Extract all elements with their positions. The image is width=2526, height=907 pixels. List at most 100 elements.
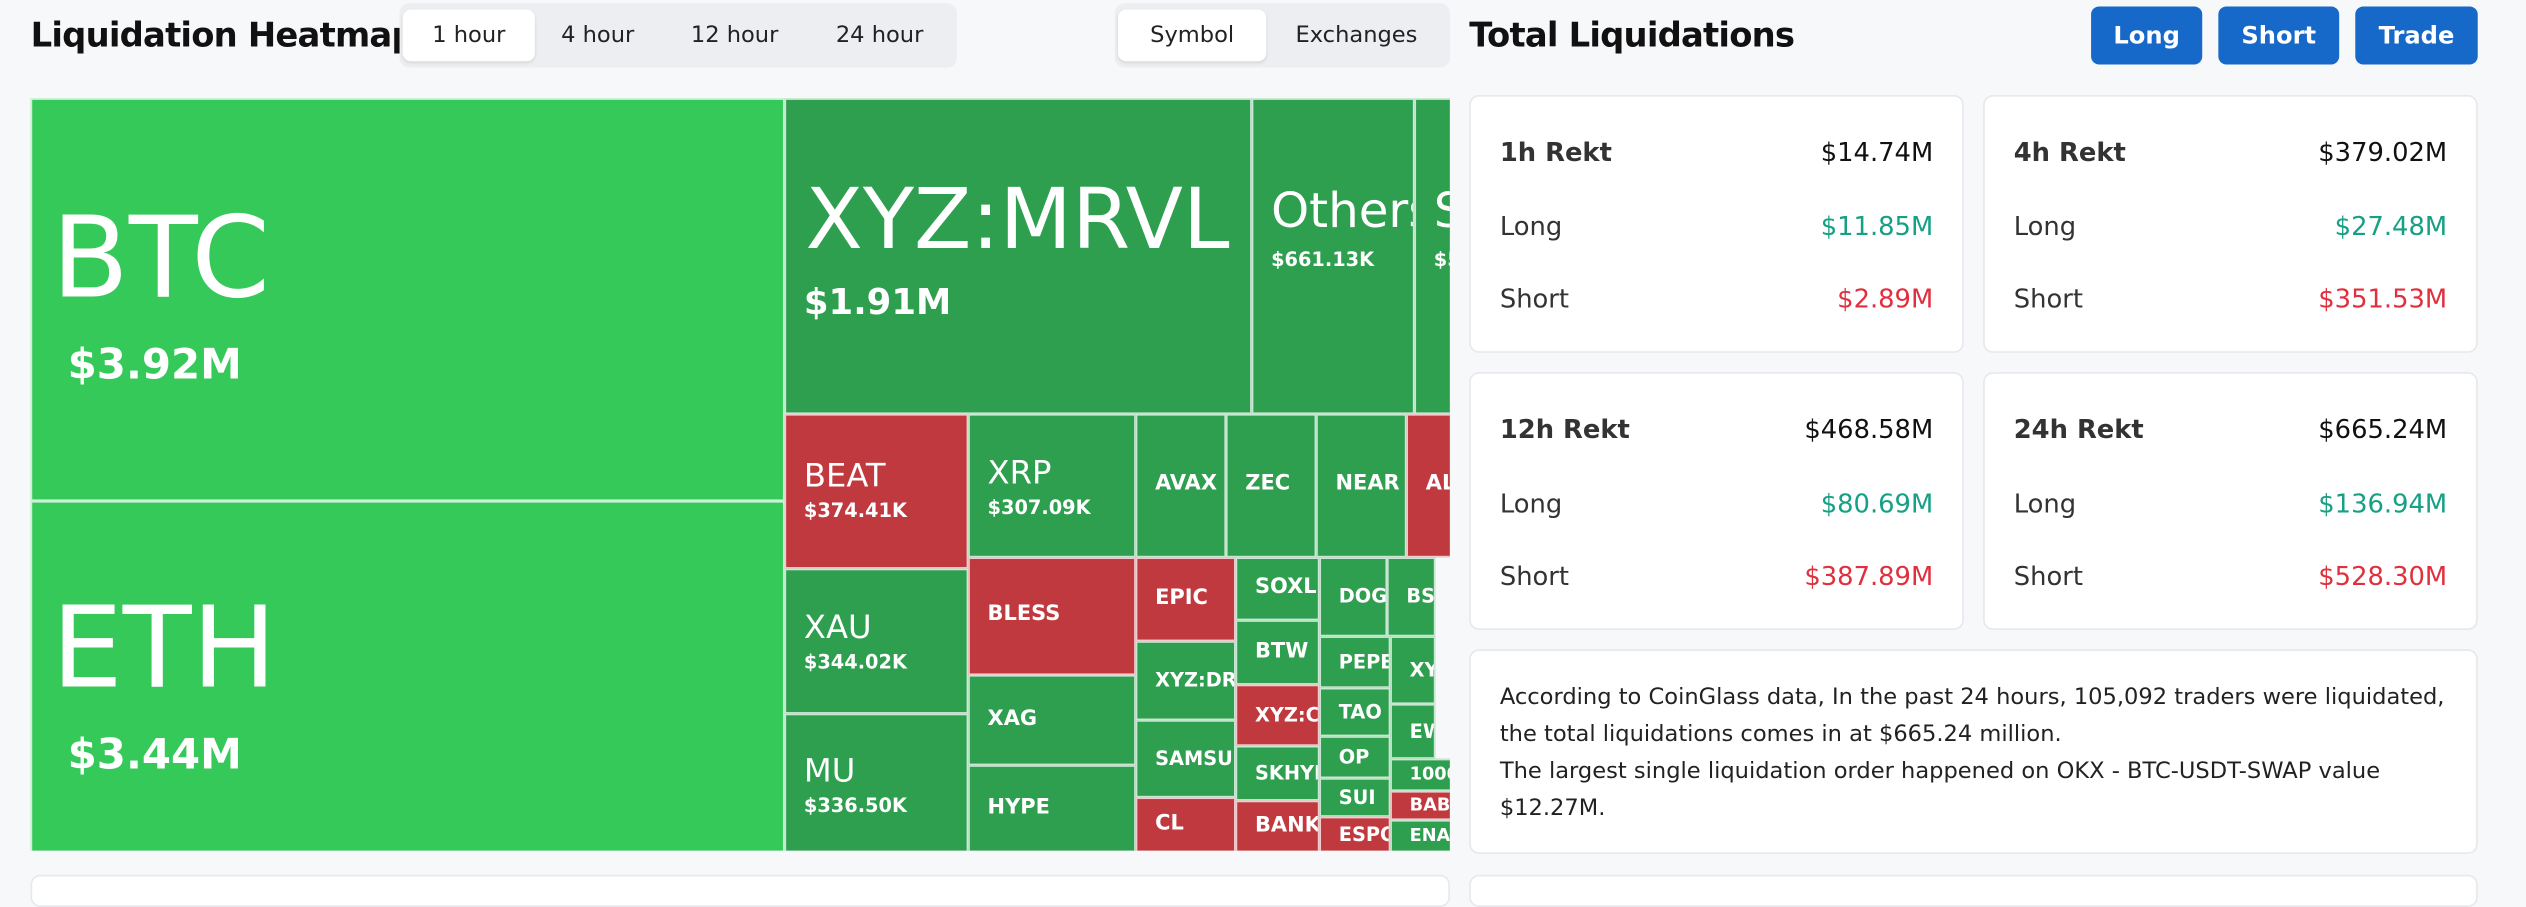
rekt-value: $387.89M bbox=[1804, 560, 1934, 592]
heatmap-tile[interactable]: BLESS bbox=[968, 557, 1136, 676]
heatmap-tile[interactable]: XAU $344.02K bbox=[784, 568, 969, 714]
heatmap-tile[interactable]: BANK bbox=[1235, 800, 1320, 851]
tile-value: $336.50K bbox=[803, 794, 907, 817]
tile-symbol: DOG bbox=[1338, 584, 1388, 608]
heatmap-tile[interactable]: S $5 bbox=[1414, 98, 1450, 415]
heatmap-tile[interactable]: Others $661.13K bbox=[1251, 98, 1415, 415]
tile-symbol: 1000 bbox=[1409, 764, 1450, 786]
tile-symbol: PEPE bbox=[1338, 650, 1391, 673]
tile-symbol: XAU bbox=[803, 607, 872, 647]
tile-symbol: SKHYN bbox=[1254, 761, 1318, 784]
rekt-label: Short bbox=[2013, 283, 2083, 315]
rekt-label: Short bbox=[1499, 283, 1570, 315]
heatmap-tile[interactable]: ZEC bbox=[1225, 414, 1317, 558]
heatmap-tile[interactable]: BTC $3.92M bbox=[30, 98, 785, 502]
time-tab[interactable]: 1 hour bbox=[402, 9, 535, 62]
tile-symbol: AL bbox=[1425, 472, 1450, 497]
rekt-label: Short bbox=[1499, 560, 1570, 592]
heatmap-tile[interactable]: XAG bbox=[968, 675, 1136, 766]
tile-symbol: OP bbox=[1338, 745, 1370, 768]
heatmap-tile[interactable]: XYZ:CL bbox=[1235, 684, 1320, 746]
rekt-total: $665.24M bbox=[2318, 414, 2448, 445]
heatmap-tile[interactable]: XYZ:DRA bbox=[1135, 641, 1236, 721]
heatmap-tile[interactable]: AL bbox=[1406, 414, 1450, 558]
rekt-card: 24h Rekt $665.24M Long $136.94M Short $528.30… bbox=[1983, 372, 2478, 630]
tile-symbol: CL bbox=[1155, 811, 1184, 836]
tile-symbol: ETH bbox=[51, 580, 277, 713]
tile-symbol: TAO bbox=[1338, 700, 1382, 723]
heatmap-tile[interactable]: EW bbox=[1390, 704, 1436, 759]
rekt-total: $14.74M bbox=[1820, 136, 1934, 168]
tile-symbol: SUI bbox=[1338, 785, 1376, 809]
tile-symbol: EPIC bbox=[1155, 586, 1208, 611]
heatmap-tile[interactable]: PEPE bbox=[1319, 636, 1391, 688]
tile-symbol: EW bbox=[1409, 719, 1434, 743]
view-tab[interactable]: Symbol bbox=[1118, 9, 1267, 62]
action-button[interactable]: Short bbox=[2218, 6, 2340, 65]
tile-symbol: XYZ:DRA bbox=[1155, 668, 1236, 692]
rekt-row: Short $387.89M bbox=[1500, 561, 1933, 600]
rekt-total-row: 4h Rekt $379.02M bbox=[2014, 137, 2447, 176]
rekt-row: Long $136.94M bbox=[2014, 488, 2447, 527]
heatmap-tile[interactable]: AVAX bbox=[1135, 414, 1226, 558]
heatmap-tile[interactable]: TAO bbox=[1319, 687, 1391, 737]
time-tab[interactable]: 12 hour bbox=[690, 22, 779, 49]
action-button[interactable]: Trade bbox=[2355, 6, 2478, 65]
tile-symbol: Others bbox=[1271, 183, 1413, 240]
lower-panel bbox=[30, 874, 1450, 907]
summary-card: According to CoinGlass data, In the past… bbox=[1469, 649, 2478, 854]
heatmap-tile[interactable]: SOXL bbox=[1235, 557, 1320, 621]
rekt-label: Long bbox=[1499, 488, 1563, 519]
heatmap-tile[interactable]: SAMSUN bbox=[1135, 720, 1236, 798]
rekt-value: $2.89M bbox=[1837, 283, 1934, 315]
tile-symbol: ENA bbox=[1409, 825, 1450, 847]
tile-value: $374.41K bbox=[803, 499, 907, 522]
heatmap-tile[interactable]: CL bbox=[1135, 797, 1236, 851]
rekt-value: $80.69M bbox=[1820, 488, 1934, 519]
rekt-value: $351.53M bbox=[2318, 283, 2448, 315]
heatmap-tile[interactable]: BSE bbox=[1387, 557, 1436, 637]
rekt-row: Long $27.48M bbox=[2014, 211, 2447, 250]
rekt-total: $468.58M bbox=[1804, 414, 1934, 445]
buttons: Long Short Trade bbox=[2078, 0, 2497, 71]
view-tab[interactable]: Exchanges bbox=[1295, 22, 1418, 49]
rekt-total-row: 1h Rekt $14.74M bbox=[1500, 137, 1933, 176]
rekt-period: 1h Rekt bbox=[1499, 136, 1612, 168]
rekt-value: $136.94M bbox=[2318, 488, 2448, 519]
rekt-label: Long bbox=[2013, 211, 2077, 242]
tile-value: $661.13K bbox=[1271, 248, 1375, 272]
heatmap-tile[interactable]: ETH $3.44M bbox=[30, 501, 785, 851]
heatmap-tile[interactable]: BEAT $374.41K bbox=[784, 414, 969, 569]
tile-symbol: XYZ:CL bbox=[1254, 703, 1320, 726]
heatmap-tile[interactable]: OP bbox=[1319, 736, 1391, 779]
heatmap-tile[interactable]: XY bbox=[1390, 636, 1436, 705]
heatmap-tile[interactable]: MU $336.50K bbox=[784, 713, 969, 851]
total-title: Total Liquidations bbox=[1469, 16, 1795, 55]
time-tab[interactable]: 24 hour bbox=[835, 22, 924, 49]
heatmap-tile[interactable]: EPIC bbox=[1135, 557, 1236, 642]
page: {"header":{"title":"Liquidation Heatmap"… bbox=[30, 0, 2497, 907]
tile-symbol: BTC bbox=[51, 190, 270, 324]
lower-panel bbox=[1469, 874, 2478, 907]
action-button[interactable]: Long bbox=[2091, 6, 2203, 65]
heatmap-tile[interactable]: NEAR bbox=[1316, 414, 1407, 558]
heatmap-tile[interactable]: HYPE bbox=[968, 765, 1136, 851]
rekt-row: Short $528.30M bbox=[2014, 561, 2447, 600]
heatmap-tile[interactable]: 1000 bbox=[1390, 758, 1450, 792]
tile-symbol: XY bbox=[1409, 658, 1434, 681]
heatmap-tile[interactable]: ESPO bbox=[1319, 816, 1391, 851]
heatmap-tile[interactable]: DOG bbox=[1319, 557, 1388, 637]
time-tab[interactable]: 4 hour bbox=[561, 22, 635, 49]
heatmap-tile[interactable]: ENA bbox=[1390, 819, 1450, 851]
view-tabs: Symbol Exchanges bbox=[1114, 3, 1450, 68]
heatmap-tile[interactable]: XYZ:MRVL $1.91M bbox=[784, 98, 1252, 415]
rekt-row: Short $2.89M bbox=[1500, 284, 1933, 323]
tile-symbol: SOXL bbox=[1254, 575, 1317, 600]
heatmap-tile[interactable]: BTW bbox=[1235, 620, 1320, 685]
heatmap-tile[interactable]: BAB bbox=[1390, 791, 1450, 820]
heatmap-tile[interactable]: SUI bbox=[1319, 778, 1391, 817]
tile-symbol: MU bbox=[803, 750, 856, 790]
heatmap-tile[interactable]: SKHYN bbox=[1235, 745, 1320, 801]
rekt-row: Long $80.69M bbox=[1500, 488, 1933, 527]
heatmap-tile[interactable]: XRP $307.09K bbox=[968, 414, 1136, 558]
